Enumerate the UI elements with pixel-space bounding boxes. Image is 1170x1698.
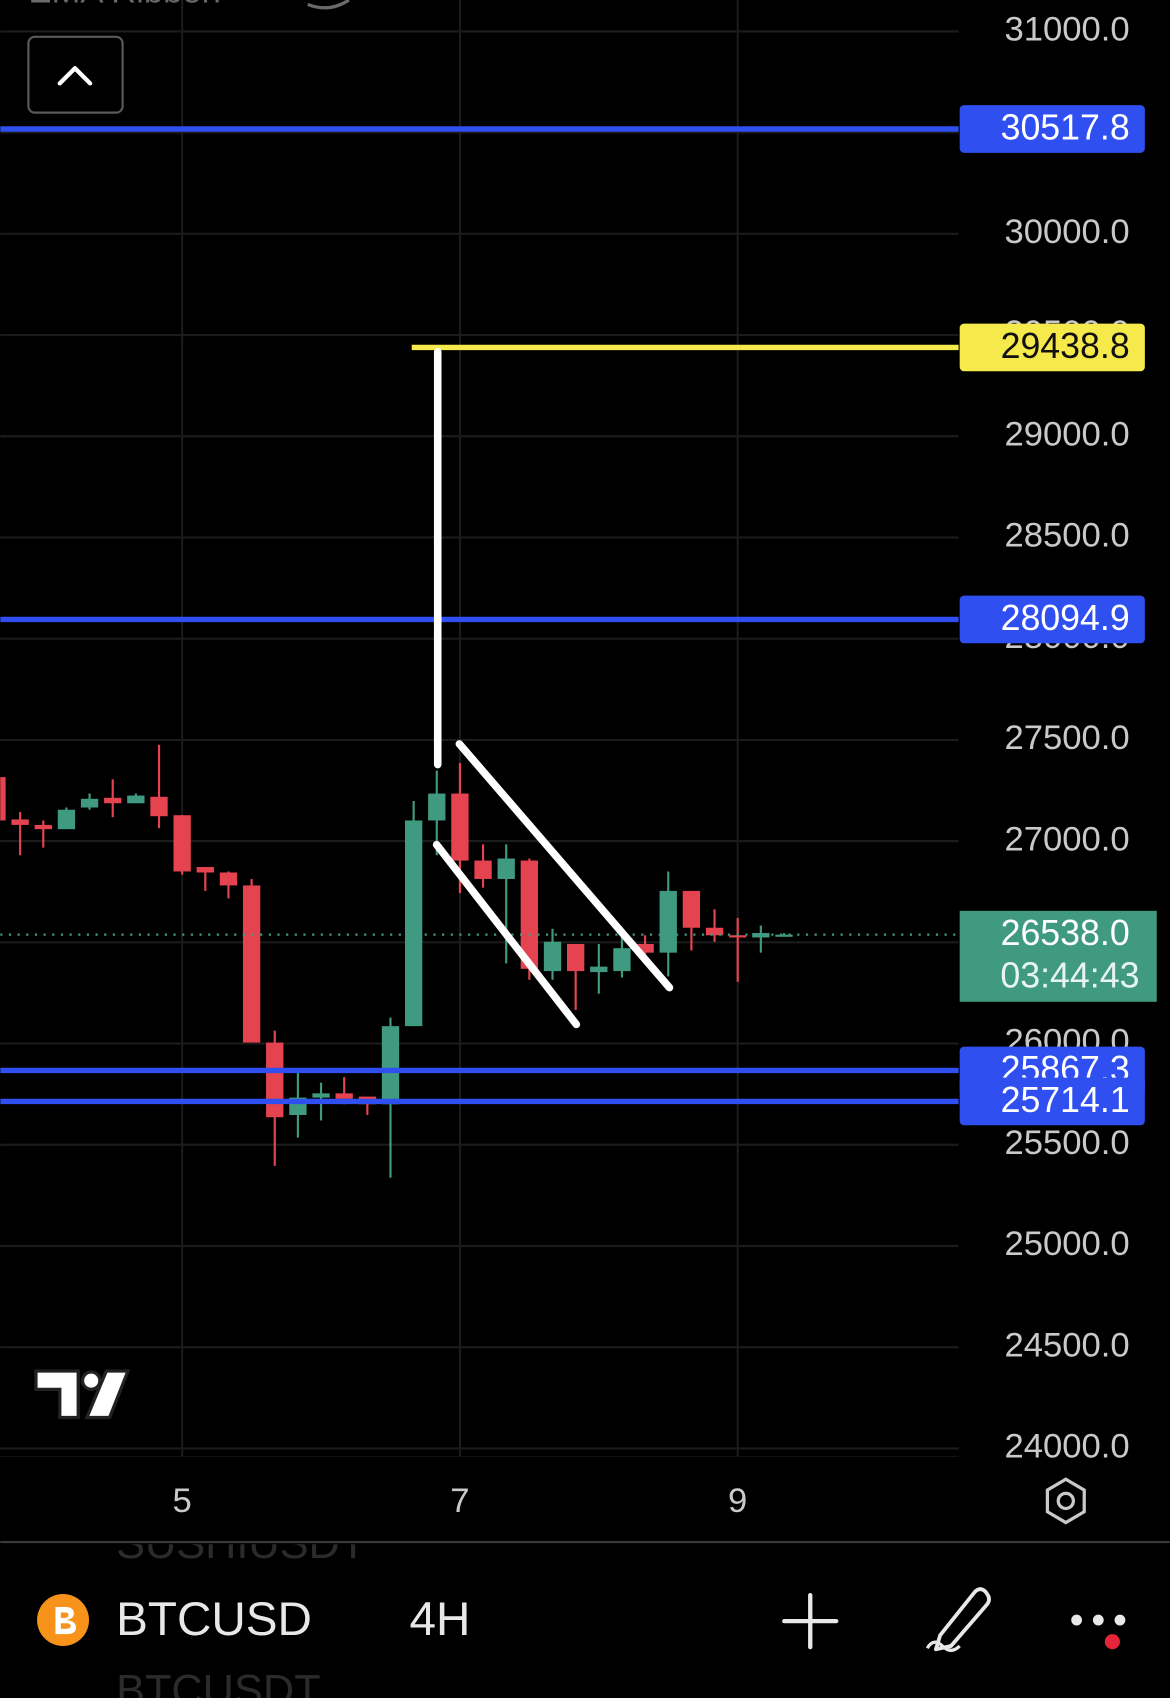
logo-dot — [80, 1370, 102, 1391]
plot-area — [0, 0, 959, 1457]
more-button[interactable] — [1071, 1614, 1126, 1650]
price-label-text: 30517.8 — [1001, 108, 1130, 148]
price-label-box — [959, 1077, 1145, 1126]
candle-body — [381, 1026, 400, 1105]
candle-body — [196, 867, 214, 873]
watchlist-symbol[interactable]: SUSHIUSDT — [116, 1520, 366, 1568]
price-label: 30517.8 — [959, 105, 1145, 153]
candle-body — [404, 820, 423, 1027]
indicator-name: EMA Ribbon — [28, 0, 221, 11]
y-tick-label: 24000.0 — [1004, 1428, 1129, 1466]
candle-body — [11, 819, 29, 825]
candle-body — [335, 1093, 353, 1099]
tradingview-logo — [34, 1369, 131, 1420]
x-tick-label: 9 — [728, 1482, 747, 1520]
countdown-text: 03:44:43 — [1000, 955, 1139, 995]
candle-body — [0, 777, 6, 821]
eye-icon — [307, 0, 350, 10]
dot — [1071, 1614, 1083, 1626]
candle-body — [428, 793, 446, 821]
price-label-text: 28094.9 — [1001, 598, 1130, 638]
y-tick-label: 27500.0 — [1004, 719, 1129, 757]
notification-dot — [1104, 1634, 1120, 1650]
symbol-button[interactable]: BTCUSD — [37, 1593, 312, 1647]
candle-body — [80, 798, 99, 808]
candle-body — [266, 1042, 284, 1118]
candle-body — [57, 809, 76, 830]
y-tick-label: 31000.0 — [1004, 11, 1129, 49]
candle-body — [127, 795, 145, 804]
candle-body — [705, 927, 724, 936]
price-label-text: 25714.1 — [1001, 1080, 1130, 1120]
candle-body — [566, 943, 585, 972]
x-tick-label: 7 — [450, 1482, 469, 1520]
candle-body — [104, 797, 122, 804]
candle-body — [474, 860, 492, 879]
y-tick-label: 30000.0 — [1004, 213, 1129, 251]
candle-body — [775, 934, 793, 937]
candle-body — [613, 948, 631, 972]
logo-v — [84, 1369, 131, 1420]
candle-body — [497, 858, 515, 879]
price-label: 29438.8 — [959, 323, 1145, 372]
price-label-box — [959, 323, 1145, 372]
watchlist-ghost: SUSHIUSDT BTCUSDT — [116, 1520, 366, 1698]
price-label: 28094.9 — [959, 595, 1145, 644]
y-tick-label: 25000.0 — [1004, 1225, 1129, 1263]
chevron-up — [57, 66, 93, 86]
drawing-trendline — [455, 740, 674, 992]
x-tick-label: 5 — [173, 1482, 192, 1520]
candle-body — [543, 941, 562, 972]
y-tick-label: 25500.0 — [1004, 1124, 1129, 1162]
indicator-visibility-icon[interactable] — [307, 0, 350, 10]
candle-body — [729, 935, 747, 938]
settings-dot — [1056, 1491, 1076, 1511]
bitcoin-glyph — [55, 1607, 77, 1635]
candle-body — [242, 885, 261, 1043]
logo-t — [34, 1369, 80, 1420]
plus-icon — [782, 1592, 839, 1650]
last-price-text: 26538.0 — [1001, 913, 1130, 953]
candle-body — [636, 943, 654, 953]
watchlist-symbol[interactable]: BTCUSDT — [116, 1667, 320, 1698]
settings-hexagon — [1045, 1477, 1086, 1525]
drawing-trendline — [432, 840, 581, 1029]
candle-body — [219, 872, 238, 886]
draw-button[interactable] — [925, 1587, 991, 1652]
candle-body — [752, 933, 770, 938]
y-tick-label: 27000.0 — [1004, 820, 1129, 858]
pencil-icon — [933, 1587, 991, 1652]
last-price-box — [959, 910, 1157, 1002]
y-tick-label: 28500.0 — [1004, 517, 1129, 555]
symbol: BTCUSD — [116, 1593, 312, 1646]
candle-body — [520, 860, 539, 969]
candle-body — [682, 890, 701, 928]
candle-body — [312, 1093, 330, 1098]
candle-body — [150, 796, 168, 817]
price-label-box — [959, 595, 1145, 644]
price-label-text: 29438.8 — [1001, 326, 1130, 366]
candle-body — [659, 890, 677, 953]
dot — [1092, 1614, 1104, 1626]
add-button[interactable] — [782, 1592, 839, 1650]
pencil-stroke — [925, 1640, 961, 1652]
last-price-label: 26538.003:44:43 — [959, 910, 1157, 1002]
settings-button[interactable] — [1045, 1477, 1086, 1525]
interval[interactable]: 4H — [410, 1593, 471, 1646]
button-frame — [27, 35, 124, 114]
candle-body — [451, 793, 469, 861]
candle-body — [34, 824, 52, 830]
candle-body — [173, 815, 191, 872]
price-label-box — [959, 105, 1145, 153]
price-label: 25714.1 — [959, 1077, 1145, 1126]
dot — [1114, 1614, 1126, 1626]
collapse-button[interactable] — [27, 35, 124, 114]
y-tick-label: 29000.0 — [1004, 415, 1129, 453]
candle-body — [590, 966, 608, 973]
y-tick-label: 24500.0 — [1004, 1326, 1129, 1364]
